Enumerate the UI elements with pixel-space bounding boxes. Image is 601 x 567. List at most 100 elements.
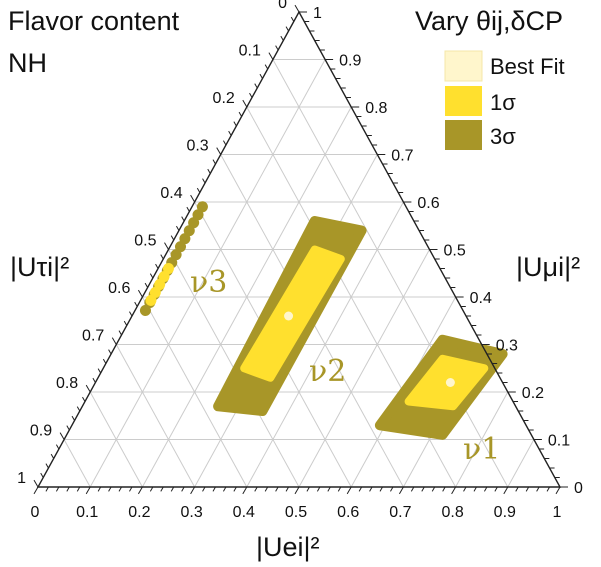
- tick-bottom: [494, 486, 498, 492]
- tick-left: [50, 453, 55, 459]
- state-label-nu3: ν3: [190, 265, 227, 300]
- grid-line-tau: [89, 391, 143, 488]
- tick-left: [238, 111, 243, 117]
- legend-swatch-1sigma: [445, 86, 482, 116]
- grid-line-e: [455, 391, 509, 488]
- tick-bottom: [170, 486, 175, 492]
- tick-bottom: [463, 486, 467, 492]
- tick-bottom: [181, 486, 185, 492]
- tick-left: [216, 147, 222, 155]
- tick-bottom: [264, 486, 269, 492]
- tick-left: [290, 16, 295, 22]
- tick-left: [160, 254, 164, 260]
- tick-label-bottom: 0.1: [76, 504, 98, 521]
- state-label-nu2: ν2: [309, 354, 346, 389]
- tick-left: [170, 235, 175, 241]
- tick-bottom: [398, 486, 404, 495]
- tick-label-bottom: 1: [553, 504, 562, 521]
- tick-bottom: [294, 486, 300, 495]
- tick-left: [280, 35, 284, 41]
- tick-bottom: [129, 486, 133, 492]
- tick-bottom: [536, 486, 540, 492]
- tick-label-bottom: 0.2: [128, 504, 150, 521]
- tick-labels: 0 0 0 0.1 0.1 0.1 0.2 0.2 0.2 0.3 0.3 0.3 0.4 0.4 0.4 0…: [17, 0, 583, 521]
- tick-bottom: [137, 486, 143, 495]
- tick-label-bottom: 0.5: [285, 504, 307, 521]
- tick-bottom: [275, 486, 279, 492]
- tick-left: [45, 463, 49, 469]
- legend-label-1sigma: 1σ: [490, 90, 516, 115]
- tick-bottom: [254, 486, 258, 492]
- grid-line-e: [89, 59, 326, 488]
- tick-bottom: [442, 486, 446, 492]
- tick-label-left: 0.3: [186, 138, 208, 155]
- tick-bottom: [451, 486, 457, 495]
- tick-bottom: [202, 486, 206, 492]
- tick-bottom: [76, 486, 81, 492]
- tick-label-bottom: 0.7: [389, 504, 411, 521]
- tick-bottom: [379, 486, 383, 492]
- tick-label-right: 0.2: [522, 385, 544, 402]
- tick-left: [186, 206, 190, 212]
- tick-bottom: [358, 486, 363, 492]
- flavor-regions: [136, 201, 508, 440]
- tick-bottom: [108, 486, 112, 492]
- tick-bottom: [327, 486, 331, 492]
- tick-bottom: [285, 486, 289, 492]
- tick-label-bottom: 0.4: [233, 504, 255, 521]
- legend-swatch-3sigma: [445, 120, 482, 150]
- tick-label-right: 0.5: [444, 243, 466, 260]
- tick-bottom: [149, 486, 154, 492]
- grid-line-tau: [141, 296, 248, 488]
- tick-bottom: [369, 486, 373, 492]
- tick-left: [149, 273, 154, 279]
- tick-label-bottom: 0.6: [337, 504, 359, 521]
- tick-left: [33, 479, 39, 488]
- tick-left: [71, 415, 75, 421]
- tick-left: [118, 330, 122, 336]
- tick-label-left: 0.4: [160, 185, 182, 202]
- state-label-nu1: ν1: [463, 432, 500, 467]
- tick-label-right: 0.6: [417, 195, 439, 212]
- tick-left: [59, 432, 65, 440]
- tick-left: [137, 289, 143, 298]
- tick-bottom: [190, 486, 196, 495]
- tick-left: [228, 130, 232, 136]
- tick-left: [102, 358, 107, 364]
- tick-left: [202, 178, 206, 184]
- grid-line-tau: [272, 59, 509, 488]
- tick-bottom: [55, 486, 60, 492]
- tick-bottom: [410, 486, 415, 492]
- tick-label-right: 1: [313, 5, 322, 22]
- tick-left: [190, 194, 196, 203]
- legend-swatch-best-fit: [444, 50, 483, 82]
- tick-bottom: [431, 486, 436, 492]
- tick-label-right: 0.4: [470, 290, 492, 307]
- tick-left: [264, 64, 269, 70]
- best-fit-nu2: [284, 311, 294, 321]
- tick-label-left: 0.1: [239, 43, 261, 60]
- tick-bottom: [337, 486, 342, 492]
- tick-label-bottom: 0.3: [180, 504, 202, 521]
- tick-label-left: 0.7: [82, 328, 104, 345]
- tick-label-left: 0.2: [213, 90, 235, 107]
- tick-left: [40, 472, 44, 478]
- tick-left: [85, 384, 91, 393]
- tick-left: [76, 406, 81, 412]
- tick-bottom: [306, 486, 310, 492]
- tick-label-right: 0.8: [365, 100, 387, 117]
- tick-left: [275, 45, 279, 51]
- tick-bottom: [160, 486, 164, 492]
- legend-title: Vary θij,δCP: [415, 6, 563, 36]
- tick-label-left: 0.9: [30, 423, 52, 440]
- legend-label-3sigma: 3σ: [490, 124, 516, 149]
- tick-label-right: 0.7: [391, 148, 413, 165]
- tick-bottom: [316, 486, 321, 492]
- tick-bottom: [390, 486, 394, 492]
- tick-label-right: 0.9: [339, 53, 361, 70]
- tick-bottom: [212, 486, 216, 492]
- tick-label-bottom: 0.8: [441, 504, 463, 521]
- tick-bottom: [97, 486, 102, 492]
- tick-bottom: [85, 486, 91, 495]
